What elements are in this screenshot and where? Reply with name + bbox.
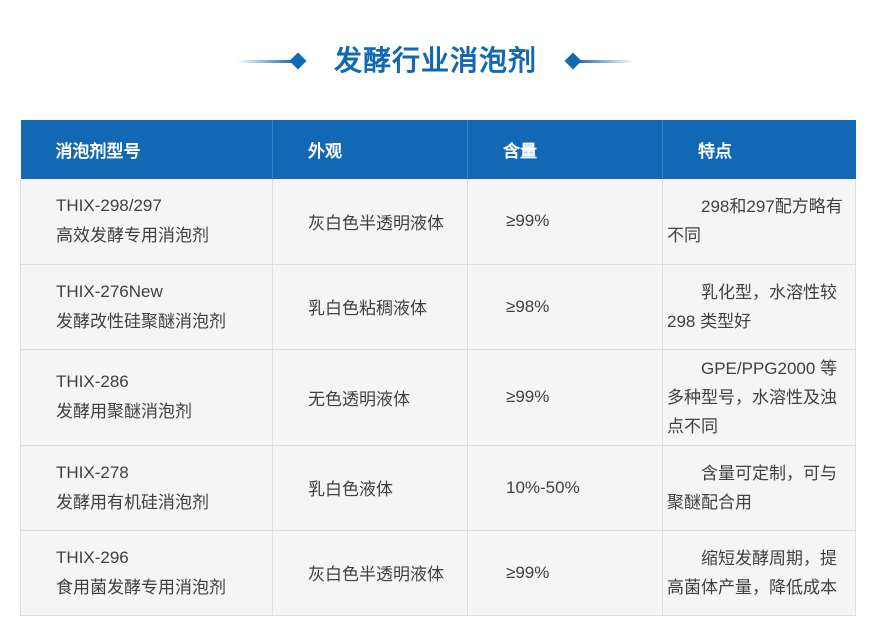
cell-feature: 乳化型，水溶性较 298 类型好 [662, 263, 856, 350]
model-code: THIX-298/297 [56, 196, 162, 216]
cell-model: THIX-296 食用菌发酵专用消泡剂 [20, 529, 273, 616]
gradient-line-left-icon [236, 59, 295, 63]
model-code: THIX-296 [56, 547, 129, 567]
cell-feature: GPE/PPG2000 等多种型号，水溶性及浊点不同 [662, 348, 856, 446]
cell-feature: 含量可定制，可与聚醚配合用 [662, 444, 856, 531]
page-title: 发酵行业消泡剂 [333, 45, 537, 76]
cell-content: ≥99% [467, 529, 663, 616]
diamond-icon [564, 52, 582, 70]
model-code: THIX-276New [56, 281, 163, 301]
column-header-appearance: 外观 [272, 120, 468, 179]
cell-appearance: 乳白色粘稠液体 [272, 263, 468, 350]
feature-text: 缩短发酵周期，提高菌体产量，降低成本 [667, 548, 837, 597]
cell-content: ≥98% [467, 263, 663, 350]
cell-appearance: 无色透明液体 [272, 348, 468, 446]
cell-model: THIX-298/297 高效发酵专用消泡剂 [20, 179, 273, 265]
model-name: 高效发酵专用消泡剂 [56, 226, 209, 246]
feature-text: 乳化型，水溶性较 298 类型好 [667, 282, 837, 331]
model-name: 发酵改性硅聚醚消泡剂 [56, 311, 226, 331]
table-row: THIX-276New 发酵改性硅聚醚消泡剂 乳白色粘稠液体 ≥98% 乳化型，… [20, 263, 856, 350]
column-header-model: 消泡剂型号 [20, 120, 273, 179]
model-name: 发酵用聚醚消泡剂 [56, 402, 192, 421]
cell-content: 10%-50% [467, 444, 663, 531]
table-header-row: 消泡剂型号 外观 含量 特点 [20, 120, 856, 179]
feature-text: 含量可定制，可与聚醚配合用 [667, 463, 837, 512]
feature-text: 298和297配方略有不同 [667, 197, 843, 246]
model-name: 食用菌发酵专用消泡剂 [56, 577, 226, 597]
table-row: THIX-278 发酵用有机硅消泡剂 乳白色液体 10%-50% 含量可定制，可… [20, 444, 856, 531]
cell-content: ≥99% [467, 348, 663, 446]
cell-model: THIX-278 发酵用有机硅消泡剂 [20, 444, 273, 531]
cell-model: THIX-286 发酵用聚醚消泡剂 [20, 348, 273, 446]
section-title-bar: 发酵行业消泡剂 [0, 42, 871, 80]
cell-feature: 缩短发酵周期，提高菌体产量，降低成本 [662, 529, 856, 616]
table-row: THIX-286 发酵用聚醚消泡剂 无色透明液体 ≥99% GPE/PPG200… [20, 348, 856, 446]
model-name: 发酵用有机硅消泡剂 [56, 492, 209, 512]
feature-text: GPE/PPG2000 等多种型号，水溶性及浊点不同 [667, 358, 838, 436]
cell-appearance: 乳白色液体 [272, 444, 468, 531]
gradient-line-right-icon [576, 59, 634, 63]
cell-feature: 298和297配方略有不同 [662, 179, 856, 265]
cell-model: THIX-276New 发酵改性硅聚醚消泡剂 [20, 263, 273, 350]
cell-appearance: 灰白色半透明液体 [272, 529, 468, 616]
column-header-features: 特点 [662, 120, 856, 179]
table-row: THIX-296 食用菌发酵专用消泡剂 灰白色半透明液体 ≥99% 缩短发酵周期… [20, 529, 856, 616]
column-header-content: 含量 [467, 120, 663, 179]
model-code: THIX-286 [56, 372, 129, 391]
table-row: THIX-298/297 高效发酵专用消泡剂 灰白色半透明液体 ≥99% 298… [20, 179, 856, 265]
title-decoration-left [236, 52, 307, 70]
defoamer-spec-table: 消泡剂型号 外观 含量 特点 THIX-298/297 高效发酵专用消泡剂 灰白… [20, 120, 856, 616]
cell-appearance: 灰白色半透明液体 [272, 179, 468, 265]
cell-content: ≥99% [467, 179, 663, 265]
title-decoration-right [564, 52, 634, 70]
diamond-icon [289, 52, 307, 70]
model-code: THIX-278 [56, 462, 129, 482]
